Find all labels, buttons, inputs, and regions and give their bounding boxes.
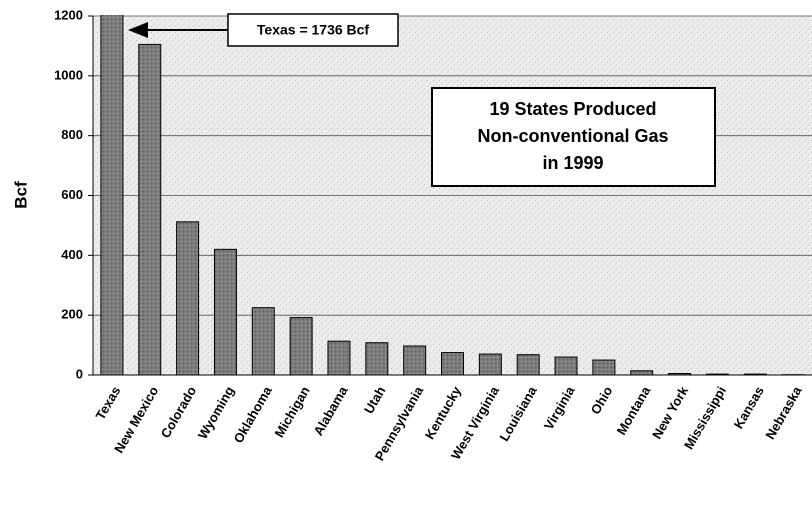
y-axis-label: Bcf — [11, 181, 30, 209]
bar — [592, 359, 616, 376]
y-tick-label: 600 — [61, 187, 83, 202]
bar — [403, 345, 427, 376]
x-tick-label: Ohio — [588, 384, 616, 417]
annotation: Texas = 1736 Bcf — [257, 22, 370, 38]
bar — [554, 356, 578, 376]
bar — [213, 248, 237, 376]
text-box-line: in 1999 — [542, 153, 603, 173]
bar — [441, 352, 464, 376]
bar — [630, 370, 654, 376]
bar — [516, 354, 540, 376]
x-tick-label: Wyoming — [195, 384, 237, 442]
x-tick-label: Louisiana — [496, 383, 540, 444]
bar — [176, 221, 200, 376]
bar — [365, 342, 389, 376]
bar — [251, 307, 275, 376]
annotation-box — [227, 13, 399, 47]
bar — [100, 15, 124, 376]
y-tick-label: 0 — [76, 366, 83, 381]
x-tick-label: New York — [649, 383, 691, 441]
x-tick-label: Texas — [93, 384, 124, 423]
text-box-line: 19 States Produced — [489, 99, 656, 119]
x-tick-label: Oklahoma — [230, 383, 275, 446]
bar — [327, 340, 351, 376]
y-tick-label: 200 — [61, 307, 83, 322]
x-tick-label: Michigan — [272, 384, 313, 440]
x-tick-label: Kentucky — [422, 383, 465, 442]
y-tick-label: 400 — [61, 247, 83, 262]
bar — [138, 43, 162, 376]
x-tick-label: Colorado — [158, 384, 200, 441]
x-tick-label: Nebraska — [762, 383, 805, 442]
y-tick-label: 1200 — [54, 7, 83, 22]
x-tick-label: Kansas — [731, 384, 767, 432]
x-tick-label: Alabama — [310, 383, 350, 438]
x-tick-label: Virginia — [541, 383, 578, 432]
bar — [289, 317, 313, 376]
x-tick-label: Utah — [361, 384, 388, 417]
text-box — [431, 87, 716, 187]
bar — [478, 353, 502, 376]
y-tick-label: 1000 — [54, 67, 83, 82]
y-tick-label: 800 — [61, 127, 83, 142]
text-box-line: Non-conventional Gas — [477, 126, 668, 146]
x-tick-label: Montana — [614, 383, 654, 437]
